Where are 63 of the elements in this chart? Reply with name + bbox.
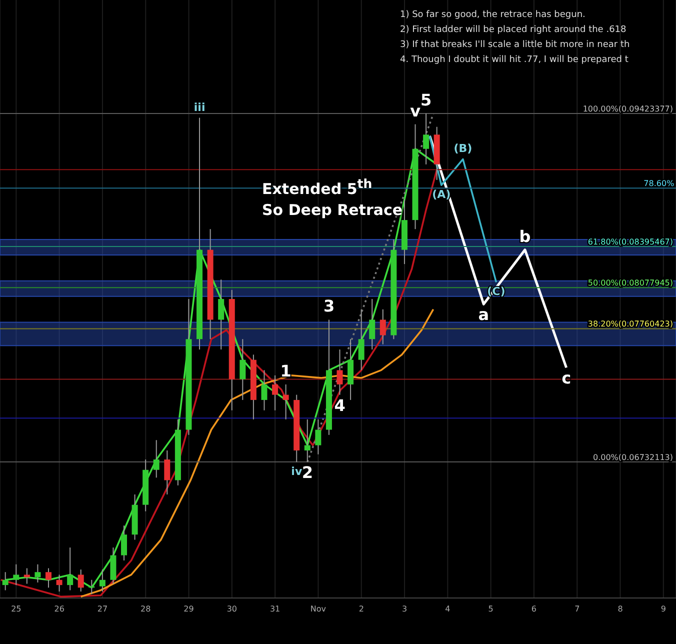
x-tick-label: 7 (574, 604, 580, 614)
x-tick-label: 27 (97, 604, 108, 614)
candlestick (423, 113, 430, 165)
candlestick (46, 568, 52, 588)
annotation: 3) If that breaks I'll scale a little bit more in near th (400, 40, 630, 50)
candlestick (282, 384, 289, 420)
ref-line-label: 50.00%(0.08077945) (588, 278, 673, 288)
annotation: 4 (334, 396, 346, 416)
ref-line-label: 61.80%(0.08395467) (588, 238, 673, 247)
annotation: So Deep Retrace (262, 201, 403, 219)
x-tick-label: 25 (11, 604, 22, 614)
x-tick-label: 31 (270, 604, 280, 614)
x-tick-label: Nov (310, 604, 326, 614)
x-tick-label: 28 (140, 604, 151, 614)
annotation: 78.60% (644, 179, 675, 188)
ref-line-label: 100.00%(0.09423377) (582, 104, 673, 114)
annotation: 2 (302, 463, 314, 482)
annotation: (B) (454, 142, 472, 156)
candlestick (164, 450, 170, 495)
candlestick (13, 564, 20, 586)
candlestick (261, 370, 268, 411)
candlestick (218, 279, 224, 350)
candlestick (240, 338, 246, 400)
annotation: c (562, 368, 572, 388)
candlestick (315, 418, 322, 455)
annotation: 1) So far so good, the retrace has begun. (400, 10, 586, 20)
candlestick (2, 572, 8, 591)
annotation: 2) First ladder will be placed right around the .618 (400, 25, 626, 35)
x-tick-label: 30 (226, 604, 238, 614)
annotation: 5 (420, 90, 432, 110)
candlestick (121, 525, 128, 561)
annotation: iii (194, 100, 206, 114)
x-tick-label: 2 (358, 604, 364, 614)
candlestick (358, 308, 364, 371)
x-tick-label: 4 (445, 604, 450, 614)
candlestick (24, 568, 30, 584)
annotation: 4. Though I doubt it will hit .77, I will be prepared t (400, 55, 628, 65)
x-tick-label: 3 (402, 604, 408, 614)
annotation: 3 (323, 297, 335, 316)
annotation: iv (291, 465, 303, 478)
annotation: 1 (280, 362, 292, 381)
ref-line-label: 38.20%(0.07760423) (588, 320, 673, 329)
x-tick-label: 26 (54, 604, 64, 614)
candlestick (272, 374, 278, 411)
annotation: a (478, 306, 490, 325)
candlestick (78, 569, 84, 592)
ref-line-label: 0.00%(0.06732113) (592, 452, 673, 462)
candlestick (336, 348, 343, 396)
candlestick (34, 564, 41, 583)
annotation: v (410, 102, 422, 121)
x-tick-label: 6 (531, 604, 537, 614)
x-tick-label: 8 (618, 604, 623, 614)
candlestick (304, 418, 310, 463)
candlestick (56, 574, 62, 592)
annotation: Extended 5$^{th}$ (262, 176, 372, 198)
candlestick (99, 569, 106, 592)
x-tick-label: 29 (184, 604, 194, 614)
candlestick (369, 298, 376, 350)
x-tick-label: 5 (488, 604, 494, 614)
candlestick (67, 547, 74, 591)
candlestick (153, 440, 160, 478)
candlestick (380, 308, 386, 345)
x-tick-label: 9 (660, 604, 666, 614)
